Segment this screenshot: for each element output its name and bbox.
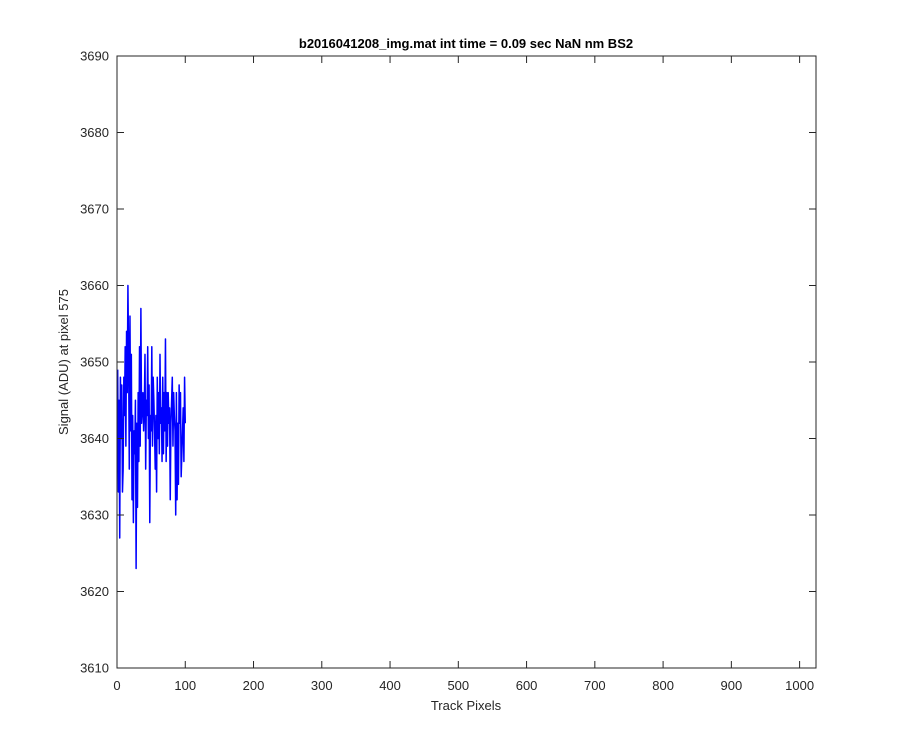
x-tick-label: 300 xyxy=(311,678,333,693)
y-tick-label: 3610 xyxy=(80,661,109,676)
y-axis: 3610 3620 3630 3640 3650 3660 3670 3680 3690 xyxy=(80,49,816,676)
chart-title: b2016041208_img.mat int time = 0.09 sec … xyxy=(299,36,633,51)
plot-area-background xyxy=(117,56,816,668)
y-tick-label: 3680 xyxy=(80,125,109,140)
x-tick-label: 800 xyxy=(652,678,674,693)
signal-series-line xyxy=(116,284,187,570)
y-tick-label: 3640 xyxy=(80,431,109,446)
y-tick-label: 3670 xyxy=(80,202,109,217)
y-tick-label: 3660 xyxy=(80,278,109,293)
y-tick-label: 3690 xyxy=(80,49,109,64)
x-tick-label: 1000 xyxy=(785,678,814,693)
x-tick-label: 700 xyxy=(584,678,606,693)
x-tick-label: 200 xyxy=(243,678,265,693)
x-tick-label: 0 xyxy=(113,678,120,693)
x-axis: 0 100 200 300 400 500 600 700 800 900 1000 xyxy=(113,56,814,693)
x-tick-label: 400 xyxy=(379,678,401,693)
y-tick-label: 3650 xyxy=(80,355,109,370)
x-tick-label: 500 xyxy=(447,678,469,693)
y-axis-title: Signal (ADU) at pixel 575 xyxy=(56,289,71,435)
x-axis-title: Track Pixels xyxy=(431,698,502,713)
series-layer xyxy=(116,284,187,570)
x-tick-label: 100 xyxy=(174,678,196,693)
x-tick-label: 600 xyxy=(516,678,538,693)
x-tick-label: 900 xyxy=(721,678,743,693)
y-tick-label: 3620 xyxy=(80,584,109,599)
y-tick-label: 3630 xyxy=(80,508,109,523)
